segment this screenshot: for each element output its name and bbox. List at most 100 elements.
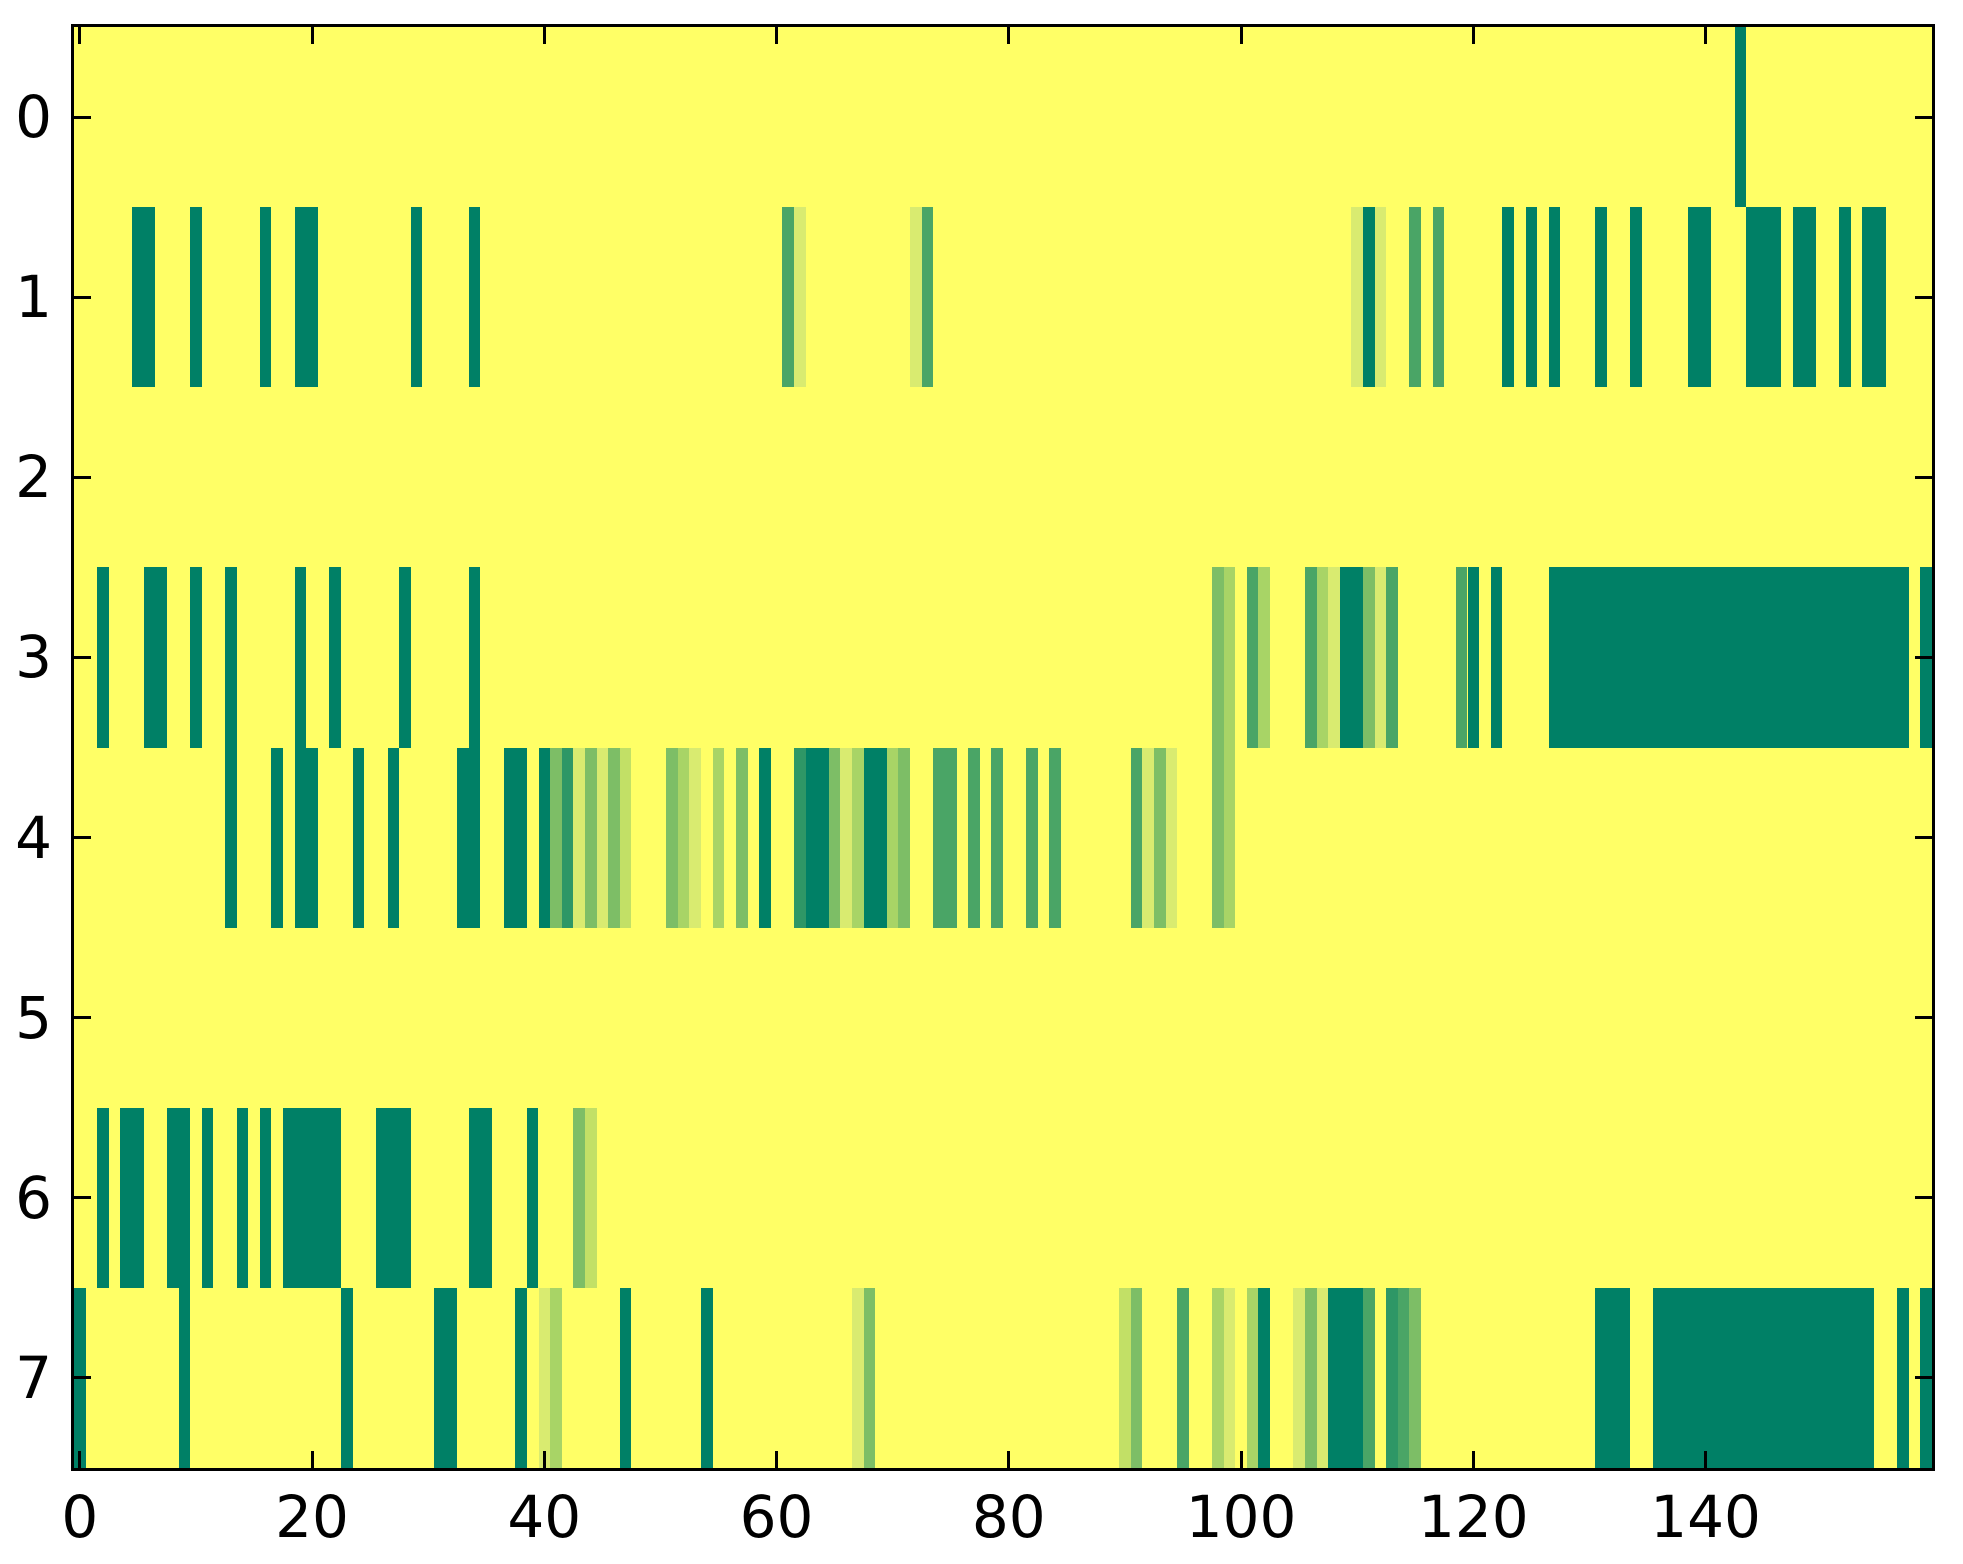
heatmap-segment [677,747,690,928]
heatmap-row-3 [74,567,1932,748]
heatmap-segment [375,1107,411,1288]
heatmap-segment [1397,1287,1410,1468]
y-tick-mark [1915,475,1932,479]
heatmap-segment [1409,1287,1422,1468]
heatmap-segment [666,747,678,928]
heatmap-segment [1897,1287,1909,1468]
heatmap-segment [1026,747,1038,928]
y-tick-mark [1915,1016,1932,1020]
x-tick-mark [1239,27,1243,44]
y-tick-label: 4 [15,803,52,872]
heatmap-segment [1548,207,1561,388]
heatmap-segment [1839,207,1851,388]
heatmap-segment [735,747,748,928]
heatmap-segment [933,747,957,928]
heatmap-row-0 [74,27,1932,208]
x-tick-label: 0 [61,1483,99,1551]
heatmap-segment [515,1287,527,1468]
heatmap-segment [1293,1287,1305,1468]
heatmap-segment [1316,567,1329,748]
y-tick-label: 6 [15,1163,52,1232]
heatmap-segment [619,747,632,928]
heatmap-segment [1212,747,1224,928]
heatmap-segment [828,747,841,928]
y-tick-mark [74,1376,91,1380]
heatmap-segment [1548,567,1909,748]
heatmap-segment [259,207,272,388]
heatmap-segment [619,1287,632,1468]
heatmap-segment [1130,1287,1143,1468]
heatmap-segment [190,207,202,388]
heatmap-segment [608,747,620,928]
heatmap-segment [120,1107,144,1288]
heatmap-segment [1374,207,1387,388]
heatmap-segment [1362,1287,1375,1468]
heatmap-segment [805,747,829,928]
heatmap-segment [1328,1287,1363,1468]
heatmap-segment [1246,567,1259,748]
heatmap-segment [224,747,237,928]
x-tick-mark [1007,27,1011,44]
heatmap-segment [863,747,887,928]
heatmap-segment [1316,1287,1329,1468]
heatmap-segment [433,1287,458,1468]
heatmap-segment [457,747,481,928]
heatmap-segment [782,207,794,388]
y-tick-label: 0 [15,83,52,152]
heatmap-segment [1223,567,1236,748]
heatmap-segment [410,207,423,388]
heatmap-segment [840,747,853,928]
heatmap-segment [852,747,864,928]
heatmap-segment [573,747,585,928]
heatmap-segment [1142,747,1154,928]
heatmap-segment [1386,1287,1398,1468]
x-tick-label: 120 [1417,1483,1529,1551]
heatmap-segment [1212,1287,1224,1468]
heatmap-segment [573,1107,585,1288]
heatmap-segment [1362,207,1375,388]
heatmap-segment [1223,747,1236,928]
heatmap-segment [1688,207,1712,388]
heatmap-segment [166,1107,191,1288]
y-tick-mark [74,1016,91,1020]
x-tick-mark [1471,27,1475,44]
heatmap-segment [991,747,1003,928]
heatmap-segment [584,747,597,928]
heatmap-segment [863,1287,876,1468]
heatmap-row-4 [74,747,1932,928]
heatmap-segment [1153,747,1166,928]
heatmap-segment [132,207,156,388]
y-tick-mark [74,295,91,299]
heatmap-segment [1490,567,1503,748]
heatmap-segment [1595,207,1607,388]
heatmap-segment [1351,207,1363,388]
heatmap-segment [503,747,527,928]
heatmap-row-7 [74,1287,1932,1468]
x-tick-mark [78,1451,82,1468]
x-tick-mark [1007,1451,1011,1468]
heatmap-segment [1258,567,1271,748]
y-tick-mark [74,1196,91,1200]
y-tick-mark [1915,836,1932,840]
plot-area [74,27,1932,1468]
y-tick-label: 3 [15,623,52,692]
heatmap-segment [1165,747,1178,928]
heatmap-segment [538,1287,551,1468]
heatmap-segment [1595,1287,1631,1468]
heatmap-segment [399,567,411,748]
heatmap-segment [468,1107,493,1288]
heatmap-segment [550,747,562,928]
heatmap-segment [1374,567,1387,748]
heatmap-segment [1362,567,1375,748]
heatmap-segment [468,207,481,388]
heatmap-segment [1223,1287,1236,1468]
heatmap-segment [538,747,551,928]
heatmap-segment [1246,1287,1259,1468]
heatmap-segment [190,567,202,748]
y-tick-mark [1915,1196,1932,1200]
heatmap-segment [886,747,899,928]
heatmap-segment [329,567,342,748]
x-tick-mark [1704,1451,1708,1468]
y-tick-label: 1 [15,263,52,332]
heatmap-segment [236,1107,249,1288]
